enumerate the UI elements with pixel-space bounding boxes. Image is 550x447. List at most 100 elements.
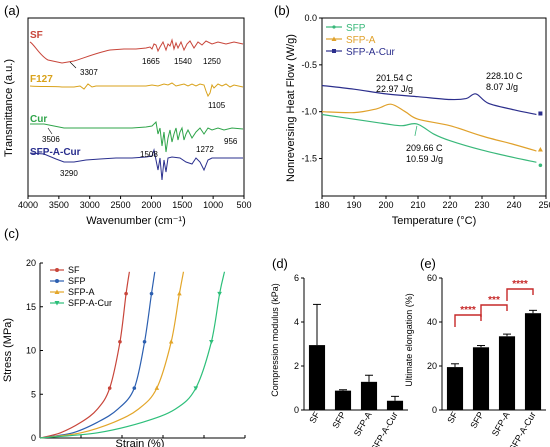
ftir-x-tick-label: 2500	[111, 200, 131, 210]
dsc-x-tick-label: 220	[442, 200, 457, 210]
e-ticks: 0 20 40 60	[427, 273, 442, 415]
peak-1665: 1665	[142, 57, 160, 66]
ftir-label-sf: SF	[30, 30, 43, 41]
dsc-x-tick-label: 230	[474, 200, 489, 210]
ftir-label-cur: Cur	[30, 114, 47, 125]
e-category-label: SFP-A-Cur	[507, 410, 538, 447]
peak-1540: 1540	[174, 57, 192, 66]
c-y-tick-label: 0	[31, 433, 36, 443]
panel-label-e: (e)	[420, 256, 436, 271]
e-significance-bracket	[480, 304, 508, 317]
ftir-plot-frame	[27, 17, 245, 197]
d-bar	[308, 345, 326, 410]
panel-label-c: (c)	[4, 226, 19, 241]
c-marker	[118, 339, 122, 344]
ftir-spectrum-sf	[29, 38, 244, 64]
dsc-annot-3-l1: 209.66 C	[406, 143, 443, 153]
d-bar	[360, 381, 378, 410]
stress-strain-panel: 0 5 10 15 20 Strain (%) Stress (MPa) SF SFP …	[2, 258, 246, 447]
d-category-label: SFP-A	[352, 410, 374, 438]
c-legend-sfp: SFP	[68, 276, 86, 286]
e-bar	[524, 313, 542, 410]
d-bar	[334, 390, 352, 410]
e-y-tick-label: 0	[432, 405, 437, 415]
e-category-label: SFP-A	[490, 410, 512, 438]
peak-3290: 3290	[60, 169, 78, 178]
e-significance: ***********	[454, 279, 534, 327]
dsc-annot-2-l2: 8.07 J/g	[486, 82, 518, 92]
e-bar	[446, 367, 464, 410]
peak-1508: 1508	[140, 150, 158, 159]
dsc-x-tick-label: 250	[538, 200, 550, 210]
panel-label-a: (a)	[4, 3, 20, 18]
dsc-legend-sfpa: SFP-A	[346, 35, 376, 46]
c-y-tick-label: 15	[26, 302, 36, 312]
c-legend: SF SFP SFP-A SFP-A-Cur	[50, 265, 112, 308]
e-significance-label: ****	[460, 305, 476, 316]
dsc-series	[321, 84, 543, 168]
dsc-annot-3-l2: 10.59 J/g	[406, 154, 443, 164]
e-significance-bracket	[506, 288, 534, 301]
c-legend-sfpa: SFP-A	[68, 287, 95, 297]
c-legend-marker-sfpa	[54, 289, 60, 294]
dsc-x-tick-label: 190	[346, 200, 361, 210]
d-bar	[386, 400, 404, 410]
dsc-y-tick-label: -1.5	[301, 154, 317, 164]
ftir-panel: 4000 3500 3000 2500 2000 1500 1000 500 Wavenumb…	[3, 17, 252, 227]
dsc-annot-1-l2: 22.97 J/g	[376, 84, 413, 94]
c-marker	[132, 386, 137, 390]
c-series-sfp	[39, 271, 156, 439]
d-y-tick-label: 6	[294, 273, 299, 283]
c-y-axis-label: Stress (MPa)	[2, 318, 14, 382]
dsc-annot-1-l1: 201.54 C	[376, 73, 413, 83]
ftir-x-tick-label: 1500	[172, 200, 192, 210]
dsc-legend: SFP SFP-A SFP-A-Cur	[326, 23, 396, 58]
dsc-ticks: 180 190 200 210 220 230 240 250 -1.5 -1.0 -0.5 0.0	[301, 13, 550, 210]
d-y-tick-label: 0	[294, 405, 299, 415]
dsc-x-tick-label: 240	[506, 200, 521, 210]
c-legend-sf: SF	[68, 265, 80, 275]
c-marker	[149, 291, 154, 296]
c-marker	[107, 386, 112, 390]
d-category-label: SFP	[330, 410, 347, 430]
dsc-legend-marker-sfpa	[331, 36, 337, 41]
d-y-axis-label: Compression modulus (kPa)	[270, 283, 280, 397]
ftir-x-tick-label: 3000	[80, 200, 100, 210]
dsc-x-tick-label: 200	[378, 200, 393, 210]
dsc-plot-frame	[321, 17, 547, 197]
c-y-tick-label: 20	[26, 258, 36, 268]
dsc-legend-sfp: SFP	[346, 23, 366, 34]
c-series-sfp-a-cur	[39, 271, 226, 439]
c-marker	[217, 291, 222, 297]
dsc-legend-marker-sfpacur	[332, 49, 336, 53]
ftir-x-tick-label: 4000	[18, 200, 38, 210]
d-category-label: SF	[307, 410, 322, 425]
ftir-label-f127: F127	[30, 74, 53, 85]
dsc-x-tick-label: 180	[314, 200, 329, 210]
dsc-annot-2-l1: 228.10 C	[486, 71, 523, 81]
c-marker	[154, 385, 160, 390]
e-y-tick-label: 60	[427, 273, 437, 283]
c-marker	[177, 291, 182, 296]
ftir-spectrum-sfp-a-cur	[29, 148, 243, 181]
d-ticks: 0 2 4 6	[294, 273, 304, 415]
ftir-peak-annotations: 3307 1665 1540 1250 1105 3506 1508 1272 …	[42, 57, 238, 178]
c-y-tick-label: 5	[31, 389, 36, 399]
c-x-axis-label: Strain (%)	[116, 438, 165, 447]
dsc-series-sfp-a	[321, 103, 537, 152]
peak-1250: 1250	[203, 57, 221, 66]
dsc-y-tick-label: 0.0	[304, 13, 317, 23]
c-series-sf	[39, 271, 130, 439]
c-legend-marker-sfpacur	[54, 301, 60, 306]
e-significance-label: ****	[512, 279, 528, 290]
e-significance-bracket	[454, 314, 482, 327]
ftir-spectrum-cur	[30, 120, 244, 153]
peak-956: 956	[224, 137, 238, 146]
dsc-end-marker-sfp	[538, 163, 543, 168]
c-ticks: 0 5 10 15 20	[26, 258, 246, 443]
ftir-x-axis-label: Wavenumber (cm⁻¹)	[86, 215, 186, 227]
